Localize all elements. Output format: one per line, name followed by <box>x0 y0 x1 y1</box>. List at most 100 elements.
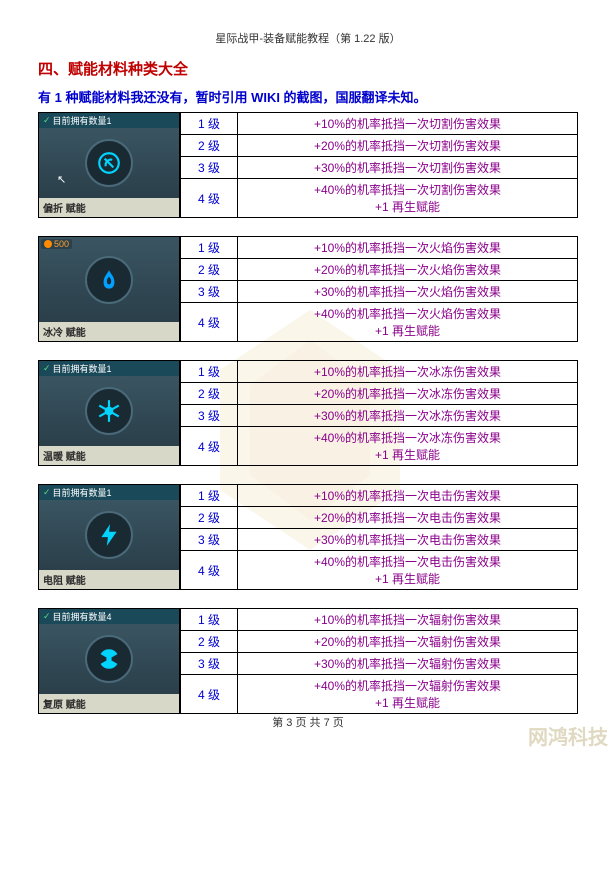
level-cell: 4 级 <box>181 551 238 590</box>
level-cell: 2 级 <box>181 507 238 529</box>
level-cell: 1 级 <box>181 237 238 259</box>
material-image: ✓目前拥有数量4 复原 赋能 <box>38 608 180 714</box>
desc-cell: +30%的机率抵挡一次电击伤害效果 <box>238 529 578 551</box>
level-cell: 3 级 <box>181 529 238 551</box>
table-row: 1 级 +10%的机率抵挡一次切割伤害效果 <box>181 113 578 135</box>
icon-area <box>39 376 179 446</box>
table-row: 1 级 +10%的机率抵挡一次辐射伤害效果 <box>181 609 578 631</box>
table-row: 4 级 +40%的机率抵挡一次电击伤害效果+1 再生赋能 <box>181 551 578 590</box>
level-table: 1 级 +10%的机率抵挡一次切割伤害效果 2 级 +20%的机率抵挡一次切割伤… <box>180 112 578 218</box>
subtitle: 有 1 种赋能材料我还没有，暂时引用 WIKI 的截图，国服翻译未知。 <box>38 87 578 106</box>
table-row: 3 级 +30%的机率抵挡一次电击伤害效果 <box>181 529 578 551</box>
table-row: 2 级 +20%的机率抵挡一次切割伤害效果 <box>181 135 578 157</box>
desc-cell: +20%的机率抵挡一次切割伤害效果 <box>238 135 578 157</box>
desc-cell: +20%的机率抵挡一次辐射伤害效果 <box>238 631 578 653</box>
material-icon <box>85 387 133 435</box>
coin-icon <box>44 240 52 248</box>
level-cell: 4 级 <box>181 179 238 218</box>
desc-cell: +30%的机率抵挡一次辐射伤害效果 <box>238 653 578 675</box>
watermark-brand: 网鸿科技 <box>528 721 608 750</box>
level-cell: 4 级 <box>181 303 238 342</box>
material-icon <box>85 635 133 683</box>
material-image: 500 冰冷 赋能 <box>38 236 180 342</box>
level-table: 1 级 +10%的机率抵挡一次火焰伤害效果 2 级 +20%的机率抵挡一次火焰伤… <box>180 236 578 342</box>
quantity-label: ✓目前拥有数量1 <box>39 361 179 376</box>
icon-area <box>39 500 179 570</box>
desc-cell: +40%的机率抵挡一次火焰伤害效果+1 再生赋能 <box>238 303 578 342</box>
level-cell: 1 级 <box>181 361 238 383</box>
table-row: 2 级 +20%的机率抵挡一次电击伤害效果 <box>181 507 578 529</box>
desc-cell: +40%的机率抵挡一次冰冻伤害效果+1 再生赋能 <box>238 427 578 466</box>
material-block: ✓目前拥有数量4 复原 赋能 1 级 +10%的机率抵挡一次辐射伤害效果 2 级… <box>38 608 578 714</box>
level-cell: 4 级 <box>181 675 238 714</box>
level-cell: 2 级 <box>181 135 238 157</box>
table-row: 2 级 +20%的机率抵挡一次冰冻伤害效果 <box>181 383 578 405</box>
table-row: 2 级 +20%的机率抵挡一次辐射伤害效果 <box>181 631 578 653</box>
page-header: 星际战甲-装备赋能教程（第 1.22 版） <box>38 30 578 46</box>
level-cell: 2 级 <box>181 383 238 405</box>
desc-cell: +30%的机率抵挡一次冰冻伤害效果 <box>238 405 578 427</box>
material-icon <box>85 139 133 187</box>
material-image: ✓目前拥有数量1 ↖ 偏折 赋能 <box>38 112 180 218</box>
material-block: 500 冰冷 赋能 1 级 +10%的机率抵挡一次火焰伤害效果 2 级 +20%… <box>38 236 578 342</box>
material-image: ✓目前拥有数量1 电阻 赋能 <box>38 484 180 590</box>
desc-cell: +30%的机率抵挡一次火焰伤害效果 <box>238 281 578 303</box>
desc-cell: +40%的机率抵挡一次切割伤害效果+1 再生赋能 <box>238 179 578 218</box>
check-icon: ✓ <box>43 611 51 622</box>
desc-cell: +10%的机率抵挡一次冰冻伤害效果 <box>238 361 578 383</box>
quantity-label: ✓目前拥有数量1 <box>39 113 179 128</box>
table-row: 1 级 +10%的机率抵挡一次电击伤害效果 <box>181 485 578 507</box>
quantity-label: ✓目前拥有数量4 <box>39 609 179 624</box>
icon-area <box>39 624 179 694</box>
table-row: 3 级 +30%的机率抵挡一次火焰伤害效果 <box>181 281 578 303</box>
quantity-label: ✓目前拥有数量1 <box>39 485 179 500</box>
qty-text: 目前拥有数量1 <box>53 486 112 499</box>
table-row: 2 级 +20%的机率抵挡一次火焰伤害效果 <box>181 259 578 281</box>
icon-area: 500 <box>39 237 179 322</box>
level-cell: 3 级 <box>181 653 238 675</box>
table-row: 3 级 +30%的机率抵挡一次切割伤害效果 <box>181 157 578 179</box>
level-cell: 3 级 <box>181 405 238 427</box>
qty-text: 目前拥有数量4 <box>53 610 112 623</box>
table-row: 3 级 +30%的机率抵挡一次辐射伤害效果 <box>181 653 578 675</box>
level-cell: 2 级 <box>181 631 238 653</box>
desc-cell: +10%的机率抵挡一次火焰伤害效果 <box>238 237 578 259</box>
check-icon: ✓ <box>43 115 51 126</box>
qty-text: 目前拥有数量1 <box>53 362 112 375</box>
material-icon <box>85 256 133 304</box>
material-icon <box>85 511 133 559</box>
material-block: ✓目前拥有数量1 电阻 赋能 1 级 +10%的机率抵挡一次电击伤害效果 2 级… <box>38 484 578 590</box>
table-row: 1 级 +10%的机率抵挡一次冰冻伤害效果 <box>181 361 578 383</box>
material-image: ✓目前拥有数量1 温暖 赋能 <box>38 360 180 466</box>
desc-cell: +30%的机率抵挡一次切割伤害效果 <box>238 157 578 179</box>
table-row: 4 级 +40%的机率抵挡一次切割伤害效果+1 再生赋能 <box>181 179 578 218</box>
desc-cell: +20%的机率抵挡一次火焰伤害效果 <box>238 259 578 281</box>
cursor-icon: ↖ <box>57 173 66 186</box>
level-table: 1 级 +10%的机率抵挡一次冰冻伤害效果 2 级 +20%的机率抵挡一次冰冻伤… <box>180 360 578 466</box>
level-table: 1 级 +10%的机率抵挡一次辐射伤害效果 2 级 +20%的机率抵挡一次辐射伤… <box>180 608 578 714</box>
cost-badge: 500 <box>41 239 72 249</box>
material-name: 偏折 赋能 <box>39 198 179 217</box>
level-cell: 3 级 <box>181 281 238 303</box>
check-icon: ✓ <box>43 487 51 498</box>
desc-cell: +10%的机率抵挡一次电击伤害效果 <box>238 485 578 507</box>
material-name: 温暖 赋能 <box>39 446 179 465</box>
qty-text: 目前拥有数量1 <box>53 114 112 127</box>
desc-cell: +20%的机率抵挡一次冰冻伤害效果 <box>238 383 578 405</box>
material-name: 复原 赋能 <box>39 694 179 713</box>
level-table: 1 级 +10%的机率抵挡一次电击伤害效果 2 级 +20%的机率抵挡一次电击伤… <box>180 484 578 590</box>
desc-cell: +40%的机率抵挡一次电击伤害效果+1 再生赋能 <box>238 551 578 590</box>
page-footer: 第 3 页 共 7 页 <box>0 714 616 730</box>
desc-cell: +40%的机率抵挡一次辐射伤害效果+1 再生赋能 <box>238 675 578 714</box>
section-title: 四、赋能材料种类大全 <box>38 58 578 79</box>
table-row: 1 级 +10%的机率抵挡一次火焰伤害效果 <box>181 237 578 259</box>
level-cell: 3 级 <box>181 157 238 179</box>
level-cell: 1 级 <box>181 485 238 507</box>
table-row: 4 级 +40%的机率抵挡一次火焰伤害效果+1 再生赋能 <box>181 303 578 342</box>
table-row: 4 级 +40%的机率抵挡一次辐射伤害效果+1 再生赋能 <box>181 675 578 714</box>
material-block: ✓目前拥有数量1 温暖 赋能 1 级 +10%的机率抵挡一次冰冻伤害效果 2 级… <box>38 360 578 466</box>
level-cell: 1 级 <box>181 609 238 631</box>
material-name: 电阻 赋能 <box>39 570 179 589</box>
table-row: 4 级 +40%的机率抵挡一次冰冻伤害效果+1 再生赋能 <box>181 427 578 466</box>
material-name: 冰冷 赋能 <box>39 322 179 341</box>
